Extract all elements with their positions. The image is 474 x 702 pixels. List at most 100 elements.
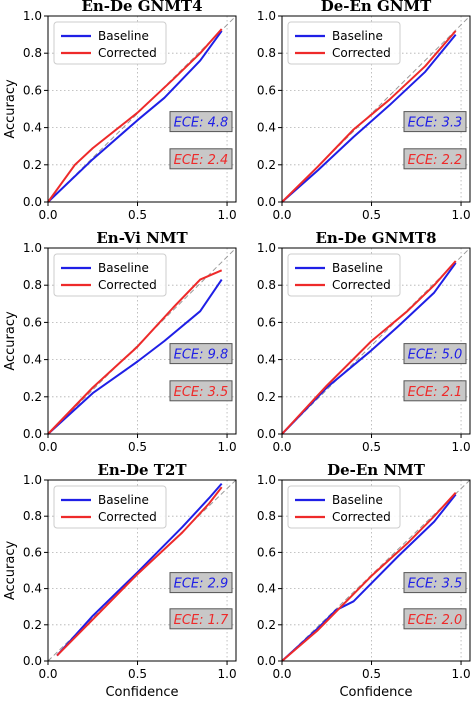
x-tick-label: 0.5: [362, 440, 381, 454]
y-tick-label: 0.6: [23, 83, 42, 97]
y-tick-label: 0.4: [23, 582, 42, 596]
x-axis-label: Confidence: [105, 685, 178, 700]
x-tick-label: 0.5: [362, 667, 381, 681]
y-tick-label: 1.0: [257, 241, 276, 255]
subplot-3: En-Vi NMT 0.0 0.5 1.0 0.0 0.2 0.4 0.6 0.8 1.0 Accu…: [3, 229, 237, 454]
x-tick-label: 1.0: [218, 208, 237, 222]
ece-box: [403, 111, 467, 133]
x-tick-label: 1.0: [218, 440, 237, 454]
y-tick-label: 0.0: [257, 427, 276, 441]
y-tick-label: 0.2: [23, 618, 42, 632]
ece-label: ECE: 2.2: [408, 153, 463, 168]
subplot-2: De-En GNMT 0.0 0.5 1.0 0.0 0.2 0.4 0.6 0.8 1.0 Bas…: [257, 0, 471, 222]
y-axis-label: Accuracy: [3, 79, 18, 139]
x-tick-label: 0.5: [128, 667, 147, 681]
subplot-title: En-De GNMT4: [81, 0, 202, 15]
y-tick-label: 0.6: [257, 315, 276, 329]
ece-label: ECE: 2.0: [408, 613, 463, 628]
subplot-title: De-En GNMT: [321, 0, 432, 15]
x-tick-label: 1.0: [452, 667, 471, 681]
y-tick-label: 0.8: [23, 46, 42, 60]
y-tick-label: 1.0: [23, 9, 42, 23]
ece-box: [169, 148, 233, 170]
y-tick-label: 0.0: [257, 195, 276, 209]
y-tick-label: 0.4: [257, 121, 276, 135]
ece-box: [403, 343, 467, 365]
x-tick-label: 0.0: [38, 667, 57, 681]
ece-box: [169, 111, 233, 133]
y-tick-label: 0.4: [257, 582, 276, 596]
ece-box: [169, 343, 233, 365]
series-line-corrected: [56, 486, 223, 657]
x-tick-label: 0.0: [38, 208, 57, 222]
y-tick-label: 0.8: [23, 509, 42, 523]
y-tick-label: 0.2: [257, 158, 276, 172]
series-line-baseline: [47, 30, 223, 203]
ece-box: [169, 608, 233, 630]
x-tick-label: 0.0: [272, 208, 291, 222]
y-tick-label: 0.0: [257, 654, 276, 668]
y-tick-label: 0.6: [257, 545, 276, 559]
ece-label: ECE: 3.3: [408, 116, 463, 131]
legend-label: Baseline: [98, 29, 149, 43]
series-line-baseline: [47, 279, 223, 435]
subplot-title: En-De T2T: [97, 461, 187, 479]
y-tick-label: 1.0: [23, 473, 42, 487]
series-line-corrected: [281, 260, 457, 435]
series-line-baseline: [281, 33, 457, 203]
legend: Baseline Corrected: [53, 485, 167, 529]
ece-label: ECE: 3.5: [174, 385, 229, 400]
y-tick-label: 0.4: [23, 353, 42, 367]
y-tick-label: 0.2: [23, 158, 42, 172]
y-tick-label: 0.8: [257, 46, 276, 60]
legend-label: Baseline: [98, 261, 149, 275]
axes-frame: [47, 479, 237, 662]
x-tick-label: 0.0: [272, 440, 291, 454]
legend: Baseline Corrected: [53, 253, 167, 297]
ece-label: ECE: 2.9: [174, 577, 229, 592]
x-tick-label: 0.0: [272, 667, 291, 681]
y-tick-label: 0.2: [23, 390, 42, 404]
ece-box: [403, 608, 467, 630]
legend: Baseline Corrected: [287, 21, 401, 65]
x-tick-label: 1.0: [218, 667, 237, 681]
series-line-corrected: [281, 30, 457, 203]
y-tick-label: 0.8: [257, 509, 276, 523]
subplot-6: De-En NMT 0.0 0.5 1.0 0.0 0.2 0.4 0.6 0.8 1.0 Conf…: [257, 461, 471, 700]
y-tick-label: 1.0: [23, 241, 42, 255]
subplot-1: En-De GNMT4 0.0 0.5 1.0 0.0 0.2 0.4 0.6 0.8 1.0 Ac…: [3, 0, 237, 222]
ece-box: [403, 572, 467, 594]
subplot-5: En-De T2T 0.0 0.5 1.0 0.0 0.2 0.4 0.6 0.8 1.0 Accu…: [3, 461, 237, 700]
subplot-title: En-Vi NMT: [96, 229, 188, 247]
axes-frame: [281, 479, 471, 662]
y-tick-label: 0.2: [257, 390, 276, 404]
legend-label: Baseline: [332, 29, 383, 43]
y-tick-label: 0.8: [257, 278, 276, 292]
series-line-baseline: [56, 482, 223, 657]
ece-label: ECE: 2.1: [408, 385, 463, 400]
y-tick-label: 0.6: [23, 315, 42, 329]
y-axis-label: Accuracy: [3, 311, 18, 371]
series-line-baseline: [281, 262, 457, 435]
legend-label: Baseline: [98, 493, 149, 507]
subplot-4: En-De GNMT8 0.0 0.5 1.0 0.0 0.2 0.4 0.6 0.8 1.0 Ba…: [257, 229, 471, 454]
subplot-title: En-De GNMT8: [315, 229, 436, 247]
ece-box: [403, 148, 467, 170]
x-tick-label: 0.5: [128, 440, 147, 454]
legend-label: Corrected: [332, 510, 391, 524]
ece-label: ECE: 1.7: [174, 613, 229, 628]
axes-frame: [47, 247, 237, 435]
legend-label: Corrected: [98, 510, 157, 524]
legend-label: Corrected: [98, 46, 157, 60]
ece-box: [169, 380, 233, 402]
y-tick-label: 0.0: [23, 427, 42, 441]
y-tick-label: 0.0: [23, 195, 42, 209]
legend-label: Baseline: [332, 261, 383, 275]
legend-label: Corrected: [98, 278, 157, 292]
y-axis-label: Accuracy: [3, 541, 18, 601]
axes-frame: [281, 247, 471, 435]
x-tick-label: 0.5: [362, 208, 381, 222]
ece-label: ECE: 3.5: [408, 577, 463, 592]
y-tick-label: 0.2: [257, 618, 276, 632]
